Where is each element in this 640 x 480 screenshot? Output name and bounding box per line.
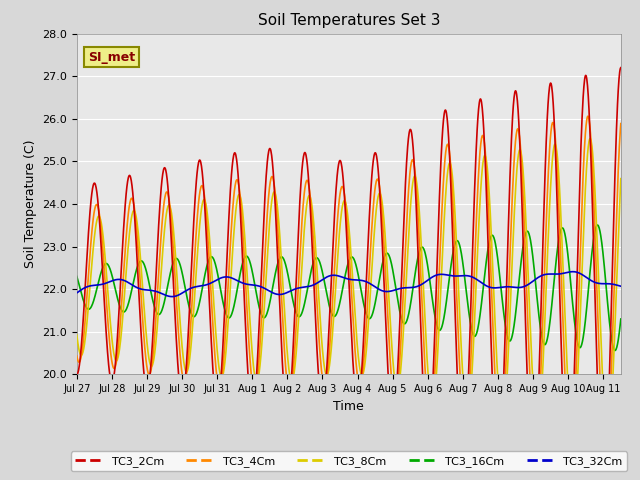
Legend: TC3_2Cm, TC3_4Cm, TC3_8Cm, TC3_16Cm, TC3_32Cm: TC3_2Cm, TC3_4Cm, TC3_8Cm, TC3_16Cm, TC3… bbox=[70, 451, 627, 471]
X-axis label: Time: Time bbox=[333, 400, 364, 413]
Y-axis label: Soil Temperature (C): Soil Temperature (C) bbox=[24, 140, 36, 268]
Title: Soil Temperatures Set 3: Soil Temperatures Set 3 bbox=[257, 13, 440, 28]
Text: SI_met: SI_met bbox=[88, 51, 135, 64]
